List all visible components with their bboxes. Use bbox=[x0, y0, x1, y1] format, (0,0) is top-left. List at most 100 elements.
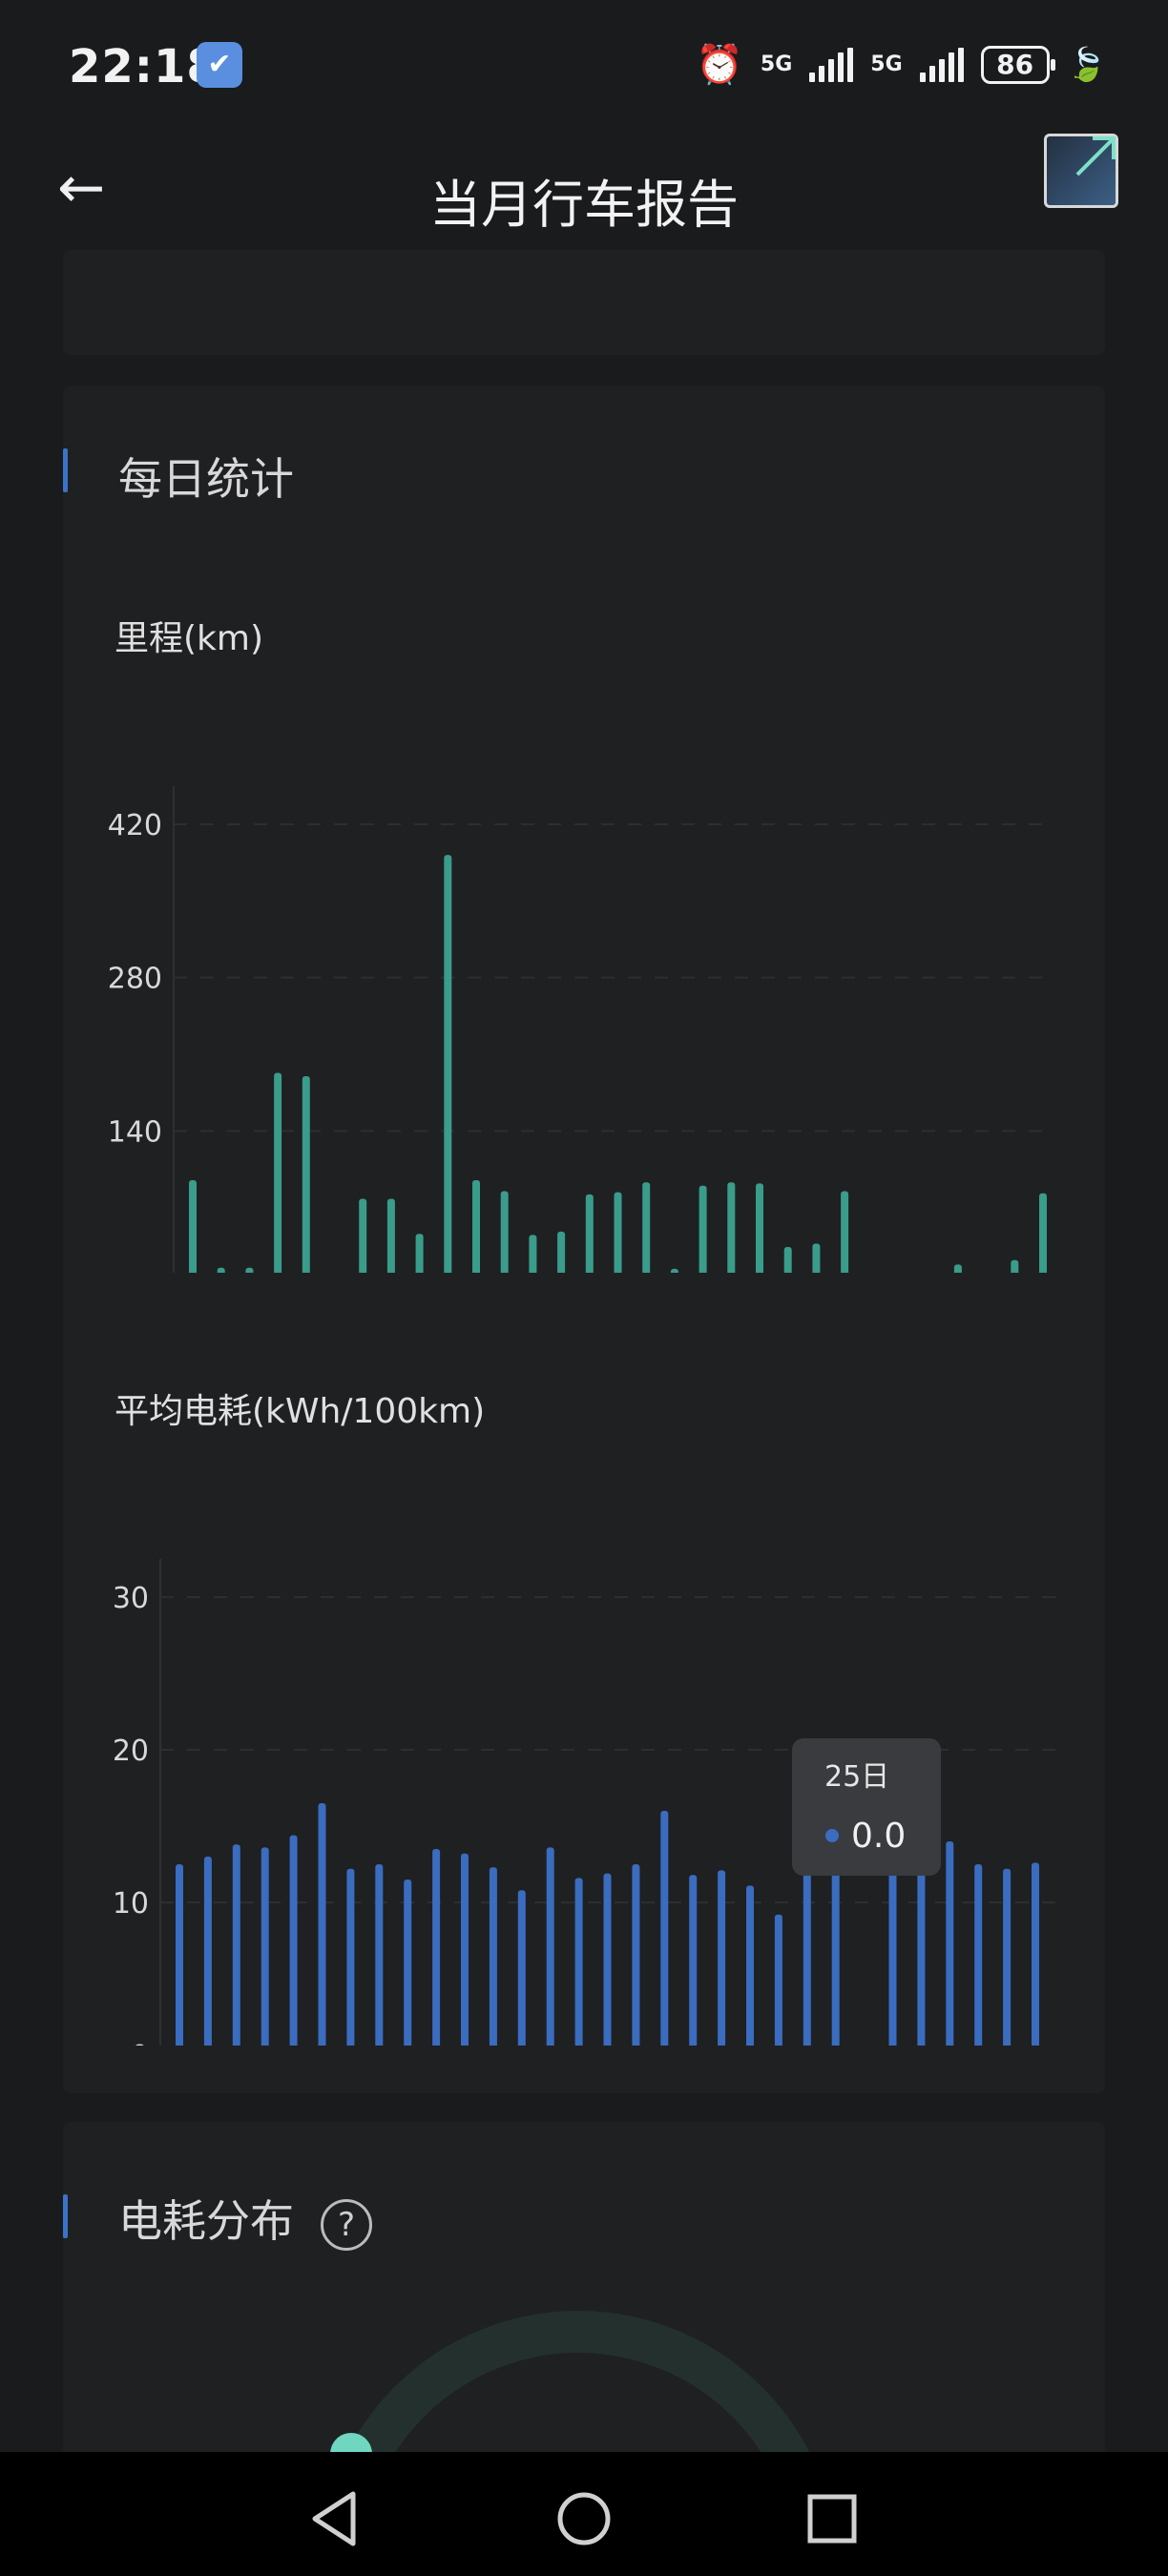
share-arrow-icon bbox=[1075, 136, 1116, 177]
mileage-chart[interactable]: 01402804201日11日21日31日 bbox=[63, 681, 1105, 1273]
consumption-y-tick-label: 10 bbox=[113, 1887, 149, 1921]
mileage-bar-day-7[interactable] bbox=[359, 1198, 367, 1273]
tooltip-value: 0.0 bbox=[851, 1817, 906, 1856]
top-app-bar: ← 当月行车报告 bbox=[0, 134, 1168, 248]
status-time: 22:18 bbox=[69, 40, 219, 93]
mileage-bar-day-8[interactable] bbox=[386, 1198, 395, 1273]
mileage-bar-day-9[interactable] bbox=[415, 1234, 424, 1273]
consumption-bar-day-24[interactable] bbox=[831, 1873, 840, 2046]
mileage-y-tick-label: 420 bbox=[108, 809, 162, 842]
consumption-tooltip: 25日 0.0 bbox=[792, 1738, 941, 1876]
consumption-bar-day-13[interactable] bbox=[517, 1890, 526, 2046]
signal-icon-2 bbox=[919, 47, 964, 82]
mileage-bar-day-11[interactable] bbox=[472, 1179, 480, 1273]
consumption-bar-day-18[interactable] bbox=[660, 1811, 669, 2046]
mileage-bar-day-12[interactable] bbox=[500, 1191, 509, 1273]
mileage-bar-day-21[interactable] bbox=[756, 1183, 763, 1273]
mileage-y-tick-label: 140 bbox=[108, 1115, 162, 1149]
nav-home-icon[interactable] bbox=[546, 2481, 622, 2557]
page-title: 当月行车报告 bbox=[429, 175, 739, 235]
tooltip-title: 25日 bbox=[824, 1760, 889, 1794]
consumption-bar-day-15[interactable] bbox=[574, 1878, 583, 2046]
mileage-bar-day-24[interactable] bbox=[841, 1191, 849, 1273]
consumption-bar-day-7[interactable] bbox=[346, 1868, 355, 2046]
mileage-bar-day-22[interactable] bbox=[783, 1246, 792, 1273]
summary-card bbox=[63, 250, 1105, 355]
consumption-bar-day-6[interactable] bbox=[318, 1803, 326, 2046]
consumption-bar-day-30[interactable] bbox=[1003, 1868, 1012, 2046]
consumption-bar-day-11[interactable] bbox=[461, 1853, 469, 2046]
consumption-bar-day-26[interactable] bbox=[888, 1829, 897, 2046]
consumption-bar-day-3[interactable] bbox=[232, 1844, 240, 2046]
nav-recents-icon[interactable] bbox=[794, 2481, 870, 2557]
mileage-bar-day-4[interactable] bbox=[274, 1072, 282, 1273]
consumption-bar-day-21[interactable] bbox=[746, 1885, 754, 2046]
mileage-bar-day-3[interactable] bbox=[245, 1267, 254, 1273]
mileage-bar-day-10[interactable] bbox=[444, 855, 452, 1273]
consumption-bar-day-27[interactable] bbox=[917, 1853, 926, 2046]
consumption-bar-day-8[interactable] bbox=[375, 1864, 384, 2046]
battery-icon: 86 bbox=[980, 45, 1055, 84]
status-bar: 22:18 ✔ ⏰ 5G 5G 86 🍃 bbox=[0, 0, 1168, 134]
mileage-bar-day-30[interactable] bbox=[1011, 1259, 1019, 1273]
mileage-bar-day-28[interactable] bbox=[953, 1264, 962, 1273]
consumption-y-tick-label: 20 bbox=[113, 1735, 149, 1768]
help-icon[interactable]: ? bbox=[321, 2198, 372, 2251]
consumption-y-tick-label: 30 bbox=[113, 1582, 149, 1615]
consumption-bar-day-4[interactable] bbox=[261, 1847, 269, 2046]
consumption-bar-day-17[interactable] bbox=[632, 1864, 640, 2046]
status-icons: ⏰ 5G 5G 86 🍃 bbox=[696, 42, 1107, 87]
tooltip-series-dot bbox=[825, 1829, 839, 1842]
consumption-y-tick-label: 0 bbox=[131, 2040, 149, 2046]
consumption-bar-day-9[interactable] bbox=[404, 1880, 412, 2046]
consumption-chart[interactable]: 01020301日11日21日31日25日0.0 bbox=[63, 1454, 1105, 2046]
mileage-bar-day-15[interactable] bbox=[585, 1194, 594, 1273]
mileage-bar-day-17[interactable] bbox=[642, 1182, 651, 1273]
mileage-bar-day-18[interactable] bbox=[670, 1268, 678, 1273]
mileage-bar-day-5[interactable] bbox=[302, 1075, 310, 1273]
consumption-bar-day-31[interactable] bbox=[1032, 1862, 1039, 2046]
consumption-bar-day-29[interactable] bbox=[974, 1864, 983, 2046]
consumption-bar-day-5[interactable] bbox=[289, 1835, 298, 2046]
mileage-bar-day-20[interactable] bbox=[727, 1182, 736, 1273]
consumption-bar-day-14[interactable] bbox=[546, 1847, 554, 2046]
nav-back-icon[interactable] bbox=[298, 2481, 374, 2557]
distribution-title-text: 电耗分布 bbox=[118, 2195, 294, 2247]
consumption-bar-day-16[interactable] bbox=[603, 1873, 612, 2046]
consumption-bar-day-12[interactable] bbox=[489, 1867, 497, 2046]
back-arrow-icon[interactable]: ← bbox=[57, 155, 106, 221]
mileage-bar-day-19[interactable] bbox=[699, 1185, 707, 1273]
consumption-chart-label: 平均电耗(kWh/100km) bbox=[115, 1392, 486, 1431]
app-notification-icon: ✔ bbox=[197, 42, 242, 88]
mileage-bar-day-16[interactable] bbox=[614, 1192, 622, 1273]
section-title-daily: 每日统计 bbox=[118, 453, 294, 505]
mileage-bar-day-14[interactable] bbox=[557, 1231, 566, 1273]
mileage-bar-day-2[interactable] bbox=[217, 1267, 225, 1273]
mileage-bar-day-1[interactable] bbox=[189, 1179, 197, 1273]
system-navigation-bar bbox=[0, 2452, 1168, 2576]
mileage-chart-label: 里程(km) bbox=[115, 619, 264, 658]
section-accent bbox=[63, 2194, 68, 2238]
alarm-icon: ⏰ bbox=[696, 43, 743, 87]
section-accent bbox=[63, 448, 68, 492]
mileage-bar-day-13[interactable] bbox=[529, 1235, 537, 1273]
consumption-bar-day-28[interactable] bbox=[946, 1841, 954, 2046]
section-title-distribution: 电耗分布? bbox=[118, 2187, 372, 2251]
consumption-bar-day-22[interactable] bbox=[774, 1914, 782, 2046]
mileage-bar-day-31[interactable] bbox=[1039, 1193, 1047, 1273]
mileage-y-tick-label: 0 bbox=[144, 1269, 162, 1273]
consumption-bar-day-23[interactable] bbox=[803, 1838, 811, 2046]
signal-icon-1 bbox=[809, 47, 854, 82]
daily-stats-card: 每日统计 里程(km) 01402804201日11日21日31日 平均电耗(k… bbox=[63, 385, 1105, 2093]
consumption-bar-day-10[interactable] bbox=[432, 1849, 441, 2046]
consumption-bar-day-20[interactable] bbox=[718, 1870, 726, 2046]
network-type-1: 5G bbox=[760, 52, 793, 76]
share-icon[interactable] bbox=[1044, 134, 1118, 208]
mileage-y-tick-label: 280 bbox=[108, 963, 162, 996]
consumption-bar-day-2[interactable] bbox=[203, 1857, 212, 2046]
mileage-bar-day-23[interactable] bbox=[812, 1243, 821, 1273]
power-saving-leaf-icon: 🍃 bbox=[1066, 45, 1107, 84]
consumption-bar-day-1[interactable] bbox=[176, 1864, 183, 2046]
network-type-2: 5G bbox=[870, 52, 903, 76]
consumption-bar-day-19[interactable] bbox=[689, 1875, 698, 2046]
